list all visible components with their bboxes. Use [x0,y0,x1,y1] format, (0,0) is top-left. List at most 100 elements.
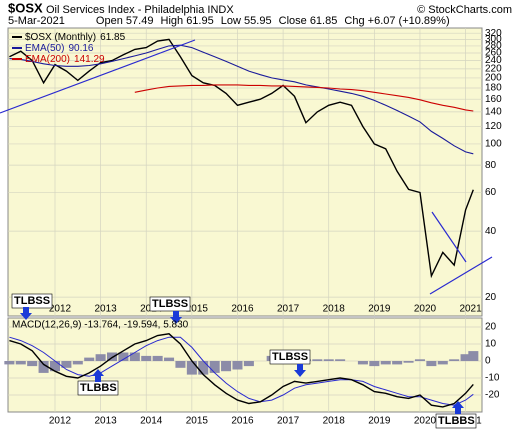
histogram-bar [323,359,334,362]
histogram-bar [403,361,414,363]
histogram-bar [129,352,140,362]
y-tick-label: 0 [485,356,491,367]
close-label: Close [279,15,307,27]
legend-value: 90.16 [68,43,93,54]
trendline [0,39,196,114]
y-tick-label: 200 [485,73,502,84]
legend-value: 61.85 [100,32,125,43]
histogram-bar [72,361,83,365]
annotation: TLBSS [272,351,308,363]
macd-legend: MACD(12,26,9) -13.764, -19.594, 5.830 [12,320,189,331]
y-tick-label: 20 [485,322,497,333]
y-tick-label: 300 [485,34,502,45]
histogram-bar [468,351,479,362]
histogram-bar [118,352,129,362]
x-tick-label: 2021 [459,304,482,315]
annotation-box [269,349,311,365]
series-line [9,333,474,408]
y-tick-label: 240 [485,55,502,66]
histogram-bar [357,361,368,365]
trendline [431,211,467,263]
x-tick-label: 2014 [140,416,163,427]
annotation-box [149,296,191,312]
x-tick-label: 2013 [94,416,117,427]
date: 5-Mar-2021 [8,15,65,27]
histogram-bar [312,359,323,362]
y-tick-label: 20 [485,292,497,303]
histogram-bar [392,361,403,365]
histogram-bar [164,357,175,362]
chg: +6.07 (+10.89%) [368,15,450,27]
histogram-bar [460,354,471,362]
y-tick-label: 160 [485,94,502,105]
y-tick-label: 120 [485,121,502,132]
x-tick-label: 2016 [231,304,254,315]
histogram-bar [232,361,243,370]
x-tick-label: 2012 [49,304,72,315]
x-tick-label: 2017 [277,304,300,315]
annotation: TLBSS [152,298,188,310]
histogram-bar [141,355,152,362]
histogram-bar [152,355,163,362]
x-tick-label: 2013 [94,304,117,315]
histogram-bar [437,361,448,365]
low-label: Low [221,15,241,27]
legend-name: EMA(50) [25,43,64,54]
annotation-arrow [170,311,182,324]
x-tick-label: 2020 [414,416,437,427]
x-tick-label: 2012 [49,416,72,427]
y-tick-label: 280 [485,41,502,52]
annotation: TLBBS [438,415,475,427]
x-tick-label: 2020 [414,304,437,315]
y-tick-label: 40 [485,226,497,237]
close: 61.85 [310,15,338,27]
y-tick-label: 140 [485,107,502,118]
histogram-bar [380,361,391,365]
histogram-bar [4,361,15,365]
histogram-bar [414,359,425,362]
histogram-bar [221,361,232,372]
histogram-bar [15,361,26,365]
annotation-arrow [452,401,464,414]
legend-name: EMA(200) [25,54,70,65]
y-tick-label: -10 [485,373,500,384]
high-label: High [161,15,184,27]
histogram-bar [186,361,197,375]
y-tick-label: 320 [485,28,502,39]
histogram-bar [243,361,254,367]
x-tick-label: 2015 [186,416,209,427]
histogram-bar [27,361,38,367]
x-tick-label: 2019 [368,416,391,427]
series-line [9,38,474,279]
y-tick-label: 260 [485,48,502,59]
y-tick-label: 180 [485,83,502,94]
annotation-arrow [294,364,306,377]
legend-value: 141.29 [74,54,105,65]
annotation: TLBSS [14,295,50,307]
legend-name: $OSX (Monthly) [25,32,96,43]
histogram-bar [38,361,49,373]
histogram-bar [49,361,61,372]
legend-entry: EMA(200) 141.29 [25,54,105,65]
legend-entry: EMA(50) 90.16 [25,43,94,54]
histogram-bar [335,359,346,362]
x-tick-label: 2018 [323,304,346,315]
annotation-box [11,293,53,309]
series-line [9,44,474,155]
histogram-bar [95,354,106,362]
y-tick-label: 60 [485,187,497,198]
histogram-bar [449,359,460,362]
low: 55.95 [244,15,272,27]
price-panel [7,27,483,317]
y-tick-label: -20 [485,390,500,401]
histogram-bar [209,361,220,373]
annotation-arrow [92,369,104,382]
y-tick-label: 100 [485,139,502,150]
histogram-bar [198,361,209,375]
series-line [134,84,474,112]
index-name: Oil Services Index - Philadelphia INDX [46,4,234,16]
annotation-arrow [20,307,32,320]
x-tick-label: 2015 [186,304,209,315]
y-tick-label: 220 [485,64,502,75]
